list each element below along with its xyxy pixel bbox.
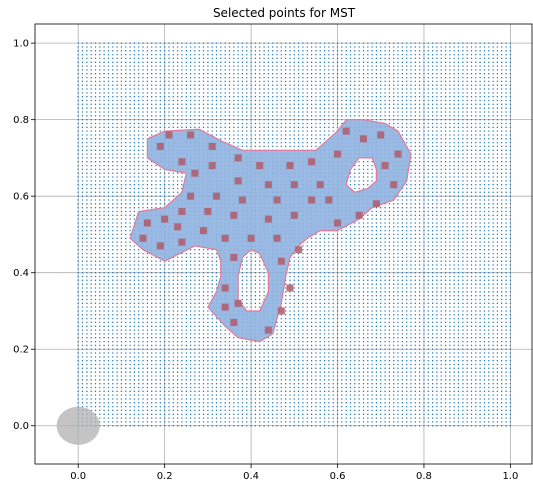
selected-point-19 bbox=[291, 181, 298, 188]
selected-point-1 bbox=[187, 131, 194, 138]
selected-point-31 bbox=[230, 212, 237, 219]
selected-point-55 bbox=[265, 327, 272, 334]
selected-point-23 bbox=[213, 193, 220, 200]
selected-point-16 bbox=[382, 162, 389, 169]
selected-point-14 bbox=[377, 131, 384, 138]
y-tick-label-2: 0.4 bbox=[13, 268, 29, 279]
selected-point-12 bbox=[343, 128, 350, 135]
selected-point-26 bbox=[308, 197, 315, 204]
x-tick-label-4: 0.8 bbox=[416, 471, 432, 482]
selected-point-15 bbox=[395, 151, 402, 158]
selected-point-2 bbox=[157, 143, 164, 150]
x-tick-label-5: 1.0 bbox=[502, 471, 518, 482]
y-tick-label-3: 0.6 bbox=[13, 192, 29, 203]
selected-point-30 bbox=[204, 208, 211, 215]
selected-point-18 bbox=[265, 181, 272, 188]
selected-point-7 bbox=[256, 162, 263, 169]
selected-point-36 bbox=[144, 219, 151, 226]
x-tick-label-1: 0.2 bbox=[157, 471, 173, 482]
selected-point-48 bbox=[278, 258, 285, 265]
selected-point-37 bbox=[161, 216, 168, 223]
selected-point-22 bbox=[187, 193, 194, 200]
selected-point-5 bbox=[209, 162, 216, 169]
selected-point-17 bbox=[235, 177, 242, 184]
selected-point-38 bbox=[174, 223, 181, 230]
y-tick-label-5: 1.0 bbox=[13, 39, 29, 50]
selected-point-3 bbox=[209, 143, 216, 150]
selected-point-10 bbox=[191, 170, 198, 177]
selected-point-9 bbox=[308, 158, 315, 165]
start-disc bbox=[57, 407, 100, 445]
selected-point-45 bbox=[178, 239, 185, 246]
selected-point-34 bbox=[334, 219, 341, 226]
selected-point-29 bbox=[178, 208, 185, 215]
selected-point-24 bbox=[239, 197, 246, 204]
selected-point-54 bbox=[230, 319, 237, 326]
selected-point-6 bbox=[235, 154, 242, 161]
selected-point-43 bbox=[140, 235, 147, 242]
region-layer bbox=[130, 120, 411, 342]
chart-title: Selected points for MST bbox=[213, 6, 356, 20]
x-tick-label-2: 0.4 bbox=[243, 471, 259, 482]
start-disc-layer bbox=[57, 407, 100, 445]
selected-point-39 bbox=[200, 227, 207, 234]
selected-point-35 bbox=[356, 212, 363, 219]
selected-point-33 bbox=[291, 212, 298, 219]
selected-point-21 bbox=[390, 181, 397, 188]
selected-point-8 bbox=[286, 162, 293, 169]
selected-point-4 bbox=[178, 158, 185, 165]
selected-point-50 bbox=[286, 285, 293, 292]
selected-point-28 bbox=[373, 200, 380, 207]
x-tick-label-3: 0.6 bbox=[330, 471, 346, 482]
selected-point-20 bbox=[317, 181, 324, 188]
selected-point-42 bbox=[274, 235, 281, 242]
y-tick-label-4: 0.8 bbox=[13, 115, 29, 126]
selected-point-11 bbox=[334, 151, 341, 158]
selected-point-47 bbox=[230, 254, 237, 261]
selected-point-0 bbox=[165, 131, 172, 138]
selected-point-41 bbox=[248, 235, 255, 242]
selected-point-51 bbox=[222, 304, 229, 311]
selected-point-52 bbox=[235, 300, 242, 307]
y-tick-label-1: 0.2 bbox=[13, 345, 29, 356]
selected-point-13 bbox=[360, 135, 367, 142]
selected-point-32 bbox=[265, 216, 272, 223]
selected-point-46 bbox=[295, 246, 302, 253]
selected-point-40 bbox=[222, 235, 229, 242]
x-tick-label-0: 0.0 bbox=[70, 471, 86, 482]
selected-point-44 bbox=[157, 242, 164, 249]
region-polygon bbox=[130, 120, 411, 342]
y-tick-label-0: 0.0 bbox=[13, 421, 29, 432]
selected-point-25 bbox=[274, 197, 281, 204]
selected-point-27 bbox=[325, 197, 332, 204]
selected-point-53 bbox=[278, 307, 285, 314]
selected-point-49 bbox=[222, 285, 229, 292]
